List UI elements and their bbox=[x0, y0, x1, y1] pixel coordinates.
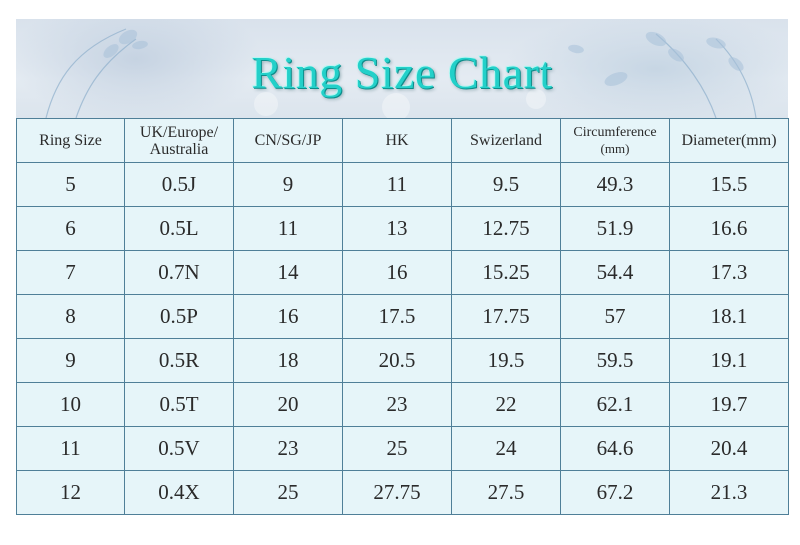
table-cell: 17.75 bbox=[451, 294, 561, 339]
table-cell: 0.4X bbox=[124, 470, 234, 515]
header-uk-europe-australia: UK/Europe/Australia bbox=[124, 118, 234, 163]
ring-size-table: Ring Size UK/Europe/Australia CN/SG/JP HK Sw… bbox=[16, 118, 789, 515]
table-cell: 14 bbox=[233, 250, 343, 295]
table-cell: 23 bbox=[342, 382, 452, 427]
table-cell: 25 bbox=[342, 426, 452, 471]
header-line: Australia bbox=[149, 140, 209, 158]
table-cell: 0.5P bbox=[124, 294, 234, 339]
table-cell: 17.3 bbox=[669, 250, 789, 295]
table-cell: 54.4 bbox=[560, 250, 670, 295]
table-row: 9 0.5R 18 20.5 19.5 59.5 19.1 bbox=[16, 338, 789, 383]
table-cell: 27.75 bbox=[342, 470, 452, 515]
table-cell: 18 bbox=[233, 338, 343, 383]
header-switzerland: Swizerland bbox=[451, 118, 561, 163]
header-line: HK bbox=[385, 132, 409, 149]
table-cell: 11 bbox=[233, 206, 343, 251]
header-line: UK/Europe/ bbox=[139, 123, 219, 141]
table-header-row: Ring Size UK/Europe/Australia CN/SG/JP HK Sw… bbox=[16, 118, 789, 163]
table-cell: 18.1 bbox=[669, 294, 789, 339]
table-row: 6 0.5L 11 13 12.75 51.9 16.6 bbox=[16, 206, 789, 251]
table-cell: 0.7N bbox=[124, 250, 234, 295]
header-line: Diameter(mm) bbox=[681, 132, 777, 149]
table-cell: 9 bbox=[233, 162, 343, 207]
table-cell: 7 bbox=[16, 250, 125, 295]
table-cell: 21.3 bbox=[669, 470, 789, 515]
table-row: 10 0.5T 20 23 22 62.1 19.7 bbox=[16, 382, 789, 427]
table-cell: 16 bbox=[233, 294, 343, 339]
header-line: Ring Size bbox=[39, 132, 102, 149]
header-ring-size: Ring Size bbox=[16, 118, 125, 163]
table-cell: 11 bbox=[16, 426, 125, 471]
table-cell: 19.1 bbox=[669, 338, 789, 383]
table-cell: 11 bbox=[342, 162, 452, 207]
header-line: (mm) bbox=[600, 140, 630, 156]
table-cell: 5 bbox=[16, 162, 125, 207]
table-row: 5 0.5J 9 11 9.5 49.3 15.5 bbox=[16, 162, 789, 207]
table-cell: 17.5 bbox=[342, 294, 452, 339]
table-cell: 20.5 bbox=[342, 338, 452, 383]
table-cell: 6 bbox=[16, 206, 125, 251]
table-cell: 64.6 bbox=[560, 426, 670, 471]
table-cell: 27.5 bbox=[451, 470, 561, 515]
header-line: CN/SG/JP bbox=[254, 132, 322, 149]
header-circumference: Circumference (mm) bbox=[560, 118, 670, 163]
table-cell: 22 bbox=[451, 382, 561, 427]
header-cn-sg-jp: CN/SG/JP bbox=[233, 118, 343, 163]
header-line: Swizerland bbox=[470, 132, 542, 149]
ring-size-chart: Ring Size Chart Ring Size UK/Europe/Austr… bbox=[16, 19, 789, 520]
table-cell: 0.5V bbox=[124, 426, 234, 471]
floral-background-decoration bbox=[45, 28, 757, 118]
table-cell: 24 bbox=[451, 426, 561, 471]
table-body: 5 0.5J 9 11 9.5 49.3 15.5 6 0.5L 11 13 12.75 51.9 16.… bbox=[16, 162, 789, 515]
table-cell: 12.75 bbox=[451, 206, 561, 251]
table-cell: 0.5L bbox=[124, 206, 234, 251]
table-cell: 9 bbox=[16, 338, 125, 383]
table-row: 8 0.5P 16 17.5 17.75 57 18.1 bbox=[16, 294, 789, 339]
table-cell: 9.5 bbox=[451, 162, 561, 207]
table-row: 7 0.7N 14 16 15.25 54.4 17.3 bbox=[16, 250, 789, 295]
table-cell: 15.5 bbox=[669, 162, 789, 207]
table-cell: 25 bbox=[233, 470, 343, 515]
table-row: 11 0.5V 23 25 24 64.6 20.4 bbox=[16, 426, 789, 471]
table-cell: 16.6 bbox=[669, 206, 789, 251]
header-diameter: Diameter(mm) bbox=[669, 118, 789, 163]
header-hk: HK bbox=[342, 118, 452, 163]
table-row: 12 0.4X 25 27.75 27.5 67.2 21.3 bbox=[16, 470, 789, 515]
table-cell: 59.5 bbox=[560, 338, 670, 383]
table-cell: 15.25 bbox=[451, 250, 561, 295]
table-cell: 57 bbox=[560, 294, 670, 339]
table-cell: 19.7 bbox=[669, 382, 789, 427]
table-cell: 12 bbox=[16, 470, 125, 515]
table-cell: 0.5J bbox=[124, 162, 234, 207]
header-line: Circumference bbox=[573, 124, 657, 140]
table-cell: 49.3 bbox=[560, 162, 670, 207]
table-cell: 13 bbox=[342, 206, 452, 251]
table-cell: 16 bbox=[342, 250, 452, 295]
table-cell: 0.5T bbox=[124, 382, 234, 427]
table-cell: 20.4 bbox=[669, 426, 789, 471]
table-cell: 0.5R bbox=[124, 338, 234, 383]
page-title: Ring Size Chart bbox=[251, 47, 553, 98]
table-cell: 51.9 bbox=[560, 206, 670, 251]
table-cell: 8 bbox=[16, 294, 125, 339]
title-banner: Ring Size Chart bbox=[16, 19, 788, 118]
table-cell: 62.1 bbox=[560, 382, 670, 427]
table-cell: 67.2 bbox=[560, 470, 670, 515]
table-cell: 19.5 bbox=[451, 338, 561, 383]
table-cell: 23 bbox=[233, 426, 343, 471]
table-cell: 20 bbox=[233, 382, 343, 427]
table-cell: 10 bbox=[16, 382, 125, 427]
